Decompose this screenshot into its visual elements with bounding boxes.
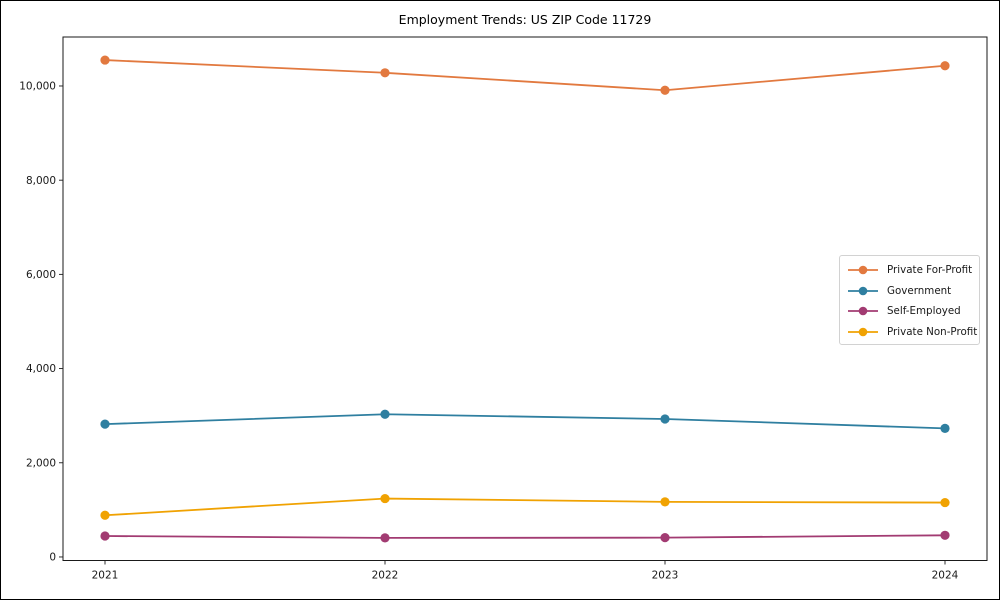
legend-item-label: Government bbox=[887, 284, 952, 297]
y-axis-tick-label: 8,000 bbox=[26, 175, 56, 187]
y-axis-tick-label: 4,000 bbox=[26, 363, 56, 375]
legend-item: Private For-Profit bbox=[847, 260, 972, 281]
data-point-marker-self-employed bbox=[380, 533, 390, 543]
data-point-marker-private-for-profit bbox=[380, 68, 390, 78]
x-axis-tick-label: 2022 bbox=[372, 570, 399, 582]
legend-item: Government bbox=[847, 281, 972, 302]
legend-marker-icon bbox=[848, 306, 878, 316]
y-axis-tick-label: 10,000 bbox=[19, 81, 56, 93]
legend-dot-swatch bbox=[858, 306, 868, 316]
data-point-marker-government bbox=[940, 423, 950, 433]
legend-marker-icon bbox=[848, 286, 878, 296]
legend-item: Self-Employed bbox=[847, 301, 972, 322]
y-axis-tick-label: 6,000 bbox=[26, 269, 56, 281]
legend-dot-swatch bbox=[858, 286, 868, 296]
data-point-marker-private-non-profit bbox=[380, 493, 390, 504]
data-point-marker-government bbox=[660, 414, 670, 424]
legend-dot-swatch bbox=[858, 327, 868, 337]
data-point-marker-self-employed bbox=[660, 533, 670, 543]
legend-item-label: Self-Employed bbox=[887, 305, 961, 318]
data-point-marker-private-for-profit bbox=[660, 85, 670, 95]
chart-title: Employment Trends: US ZIP Code 11729 bbox=[398, 12, 652, 27]
plot-border bbox=[62, 36, 988, 561]
legend-dot-swatch bbox=[858, 265, 868, 275]
data-point-marker-self-employed bbox=[940, 530, 950, 540]
data-point-marker-private-for-profit bbox=[940, 61, 950, 71]
x-axis-tick-label: 2021 bbox=[92, 570, 119, 582]
legend-marker-icon bbox=[848, 327, 878, 337]
data-point-marker-private-non-profit bbox=[660, 497, 670, 507]
series-line-self-employed bbox=[104, 534, 946, 539]
legend-item-label: Private Non-Profit bbox=[887, 325, 978, 338]
x-axis-tick-label: 2024 bbox=[932, 570, 959, 582]
legend-item: Private Non-Profit bbox=[847, 322, 977, 343]
legend: Private For-Profit Government Self-Employe… bbox=[839, 255, 980, 345]
y-axis-tick-label: 2,000 bbox=[26, 457, 56, 469]
data-point-marker-private-for-profit bbox=[100, 55, 110, 65]
legend-marker-icon bbox=[848, 265, 878, 275]
data-point-marker-government bbox=[100, 419, 110, 429]
data-point-marker-self-employed bbox=[100, 531, 110, 541]
series-line-government bbox=[104, 413, 946, 430]
x-axis-tick-label: 2023 bbox=[652, 570, 679, 582]
data-point-marker-government bbox=[380, 409, 390, 419]
data-point-marker-private-non-profit bbox=[100, 510, 110, 520]
series-line-private-for-profit bbox=[104, 59, 946, 92]
y-axis-tick-label: 0 bbox=[49, 552, 56, 564]
data-point-marker-private-non-profit bbox=[940, 497, 950, 508]
legend-item-label: Private For-Profit bbox=[887, 264, 973, 277]
series-line-private-non-profit bbox=[104, 497, 946, 517]
